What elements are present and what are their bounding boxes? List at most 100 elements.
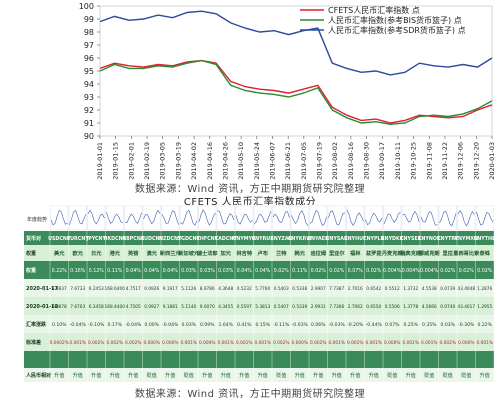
table-cell-weights: 0.04%: [144, 268, 160, 274]
table-cell-stdev: 0.001%: [181, 340, 197, 346]
table-cell-trend: 升值: [350, 372, 360, 379]
table-cell-weights: 0.03%: [181, 268, 197, 274]
table-cell-values_0117: 5.7760: [255, 286, 270, 292]
table-cell-trend: 升值: [239, 372, 249, 379]
table-cell-values_0117: 0.0739: [440, 286, 455, 292]
sparkline-cell: [438, 205, 457, 231]
table-cell-stdev: 0.001%: [366, 340, 382, 346]
table-cell-trend: 升值: [165, 372, 175, 379]
table-cell-values_0110: 6.2458: [89, 304, 104, 310]
sparkline: [383, 211, 401, 225]
table-cell-values_0110: 0.6550: [366, 304, 381, 310]
x-tick-label: 2019-04-26: [221, 142, 229, 180]
table-cell-weights: 0.02%: [459, 268, 475, 274]
y-tick-label: 94: [84, 80, 94, 89]
table-cell-columns: USDCNY: [48, 236, 71, 242]
table-cell-values_0117: 4.5538: [422, 286, 437, 292]
sparkline-cell: [142, 205, 161, 231]
table-cell-stdev: 0.001%: [236, 340, 252, 346]
x-tick-label: 2019-10-11: [394, 142, 402, 180]
table-cell-stdev: 0.001%: [255, 340, 271, 346]
table-cell-values_0110: 4.5666: [422, 304, 437, 310]
row-label: 2020-01-17: [26, 286, 59, 292]
sparkline-cell: [272, 205, 291, 231]
table-cell-names: 韩元: [295, 249, 306, 257]
table-cell-values_0117: 8.9786: [200, 286, 215, 292]
table-cell-stdev: 0.000%: [162, 340, 178, 346]
y-tick-label: 91: [84, 119, 94, 128]
sparkline: [365, 212, 383, 226]
sparkline: [87, 209, 105, 225]
table-cell-stdev: 0.001%: [70, 340, 86, 346]
table-cell-trend: 升值: [406, 372, 416, 379]
table-cell-stdev: 0.002%: [440, 340, 456, 346]
table-cell-trend: 升值: [73, 372, 83, 379]
table-cell-weights: 0.02%: [440, 268, 456, 274]
table-cell-names: 日元: [91, 250, 102, 257]
table-cell-stdev: 0.002%: [273, 340, 289, 346]
table-cell-values_0110: 1.2955: [477, 304, 492, 310]
exchange-index-line-chart: 90 91 92 93 94 95 96 97 98 99 100 2019-01-01 2019-01…: [79, 2, 496, 180]
series-line-0: [99, 59, 493, 124]
table-cell-trend: 升值: [480, 372, 490, 379]
legend-label-2: 人民币汇率指数(参考SDR货币篮子) 点: [328, 25, 466, 35]
x-tick-label: 2019-06-07: [268, 142, 276, 180]
table-cell-values_0117: 168.6400: [104, 286, 125, 292]
x-tick-label: 2019-09-17: [378, 142, 386, 180]
table-cell-trend: 升值: [54, 372, 64, 379]
table-cell-trend: 贬值: [147, 372, 157, 379]
table-cell-changes: 0.17%: [107, 322, 122, 328]
row-label: 2020-01-10: [26, 304, 59, 310]
sparkline: [291, 210, 309, 227]
table-cell-weights: 0.03%: [218, 268, 234, 274]
table-row-bg: [24, 231, 494, 245]
sparkline-cell: [457, 205, 476, 231]
table-cell-trend: 升值: [110, 372, 120, 379]
table-cell-columns: CNYDKK: [381, 236, 404, 242]
table-cell-names: 里拉: [443, 249, 454, 257]
table-cell-values_0117: 43.4048: [457, 286, 475, 292]
sparkline: [69, 210, 87, 225]
sparkline: [328, 210, 346, 226]
table-cell-columns: CADCNY: [215, 236, 238, 242]
x-tick-label: 2019-05-24: [253, 142, 261, 180]
sparkline: [180, 209, 198, 226]
table-cell-names: 港元: [110, 249, 121, 257]
table-cell-values_0117: 2.9907: [311, 286, 326, 292]
table-cell-values_0117: 1.3732: [403, 286, 418, 292]
x-tick-label: 2019-08-02: [331, 142, 339, 180]
table-cell-values_0110: 9.1881: [163, 304, 178, 310]
x-tick-label: 2019-02-19: [143, 142, 151, 180]
table-cell-columns: CNYNOK: [418, 236, 441, 242]
x-tick-label: 2019-10-25: [410, 142, 418, 180]
sparkline: [161, 210, 179, 225]
x-tick-label: 2019-03-19: [174, 142, 182, 180]
table-cell-trend: 升值: [313, 372, 323, 379]
table-cell-trend: 升值: [369, 372, 379, 379]
table-cell-names: 兰特: [276, 249, 287, 257]
table-cell-weights: 0.04%: [126, 268, 142, 274]
sparkline: [439, 210, 457, 227]
sparkline-cell: [290, 205, 309, 231]
row-label: 汇率涨跌: [26, 321, 47, 328]
sparkline-cell: [198, 205, 217, 231]
table-cell-stdev: 0.001%: [347, 340, 363, 346]
table-cell-values_0117: 6.8837: [52, 286, 67, 292]
source-caption-1: 数据来源：Wind 资讯，方正中期期货研究院整理: [134, 184, 366, 195]
table-cell-columns: HKDCNY: [103, 236, 126, 242]
sparkline: [235, 214, 253, 225]
table-row-bg: [24, 261, 494, 279]
sparkline: [254, 211, 272, 225]
sparkline: [124, 212, 142, 224]
table-cell-weights: 0.16%: [70, 268, 86, 274]
table-cell-weights: 0.02%: [311, 268, 327, 274]
table-cell-weights: 0.11%: [292, 268, 308, 274]
y-tick-label: 100: [79, 2, 94, 11]
table-cell-values_0110: 1.3778: [403, 304, 418, 310]
table-cell-names: 英镑: [128, 249, 139, 257]
table-cell-trend: 贬值: [461, 372, 471, 379]
table-cell-trend: 升值: [221, 372, 231, 379]
table-cell-stdev: 0.002%: [88, 340, 104, 346]
y-tick-label: 95: [84, 67, 94, 76]
sparkline-cell: [216, 205, 235, 231]
